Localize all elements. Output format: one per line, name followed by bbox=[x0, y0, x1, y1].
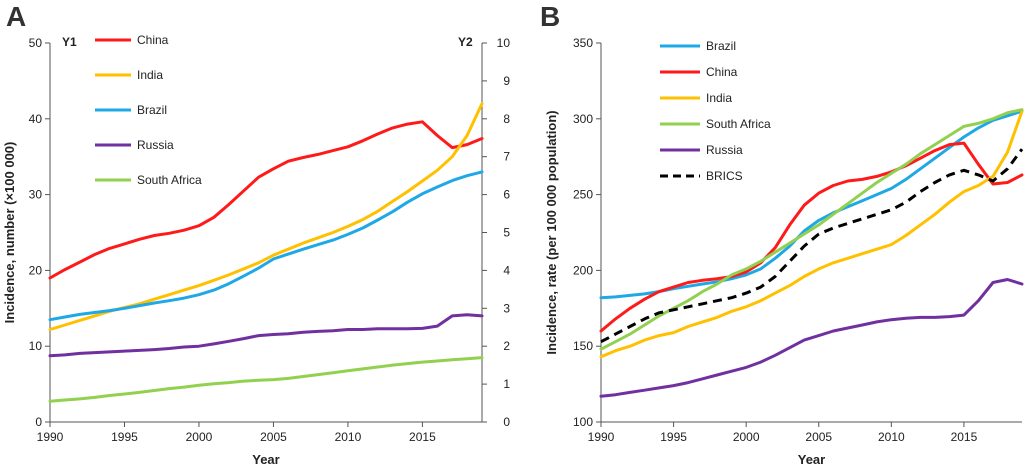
panel-b-series-india-line bbox=[599, 109, 1024, 359]
panel-b-legend-label: Russia bbox=[706, 143, 743, 157]
panel-a-y-tick-label: 10 bbox=[29, 339, 43, 353]
panel-a-series-china-line bbox=[48, 120, 484, 280]
panel-a-y2-tick-label: 8 bbox=[503, 112, 510, 126]
panel-a-x-tick-label: 2015 bbox=[409, 430, 436, 444]
panel-a-y2-tick-label: 2 bbox=[503, 339, 510, 353]
panel-b-legend-label: Brazil bbox=[706, 39, 736, 53]
panel-a-letter: A bbox=[6, 1, 26, 32]
panel-b-series-brazil-line bbox=[599, 109, 1024, 300]
panel-a-y-tick-label: 20 bbox=[29, 263, 43, 277]
panel-b-x-tick-label: 1990 bbox=[588, 430, 615, 444]
panel-a-x-tick-label: 1990 bbox=[37, 430, 64, 444]
panel-b-series-russia-line bbox=[599, 278, 1024, 398]
panel-a-y-tick-label: 40 bbox=[29, 112, 43, 126]
panel-b-series-south-africa-line bbox=[599, 108, 1024, 351]
panel-a-series-russia-line bbox=[48, 313, 484, 358]
panel-b-letter: B bbox=[540, 1, 560, 32]
panel-a-x-tick-label: 1995 bbox=[111, 430, 138, 444]
panel-a-y2-tick-label: 5 bbox=[503, 226, 510, 240]
panel-a-y2-tick-label: 1 bbox=[503, 377, 510, 391]
panel-a-y2-tick-label: 9 bbox=[503, 74, 510, 88]
panel-a-y-axis-title: Incidence, number (×100 000) bbox=[2, 142, 17, 324]
panel-a-y-tick-label: 50 bbox=[29, 36, 43, 50]
panel-b-x-tick-label: 2005 bbox=[805, 430, 832, 444]
panel-a-y2-tick-label: 6 bbox=[503, 188, 510, 202]
panel-b-legend-label: China bbox=[706, 65, 738, 79]
panel-a-x-tick-label: 2005 bbox=[260, 430, 287, 444]
panel-a-series-brazil-line bbox=[48, 170, 484, 322]
panel-a-x-axis-title: Year bbox=[252, 452, 279, 467]
panel-b-y-tick-label: 300 bbox=[573, 112, 593, 126]
panel-b-y-tick-label: 200 bbox=[573, 263, 593, 277]
panel-a-x-tick-label: 2010 bbox=[335, 430, 362, 444]
panel-a-x-tick-label: 2000 bbox=[186, 430, 213, 444]
panel-a-y2-tick-label: 7 bbox=[503, 150, 510, 164]
panel-a-y-tick-label: 30 bbox=[29, 188, 43, 202]
panel-b-y-axis-title: Incidence, rate (per 100 000 population) bbox=[544, 110, 559, 354]
panel-b-legend-label: India bbox=[706, 91, 732, 105]
panel-a-y1-tag: Y1 bbox=[62, 35, 77, 49]
panel-b-series-china-line bbox=[599, 141, 1024, 333]
panel-a-legend-label: South Africa bbox=[137, 173, 202, 187]
panel-b-y-tick-label: 250 bbox=[573, 188, 593, 202]
panel-a-y2-tick-label: 10 bbox=[497, 36, 511, 50]
panel-a-legend-label: China bbox=[137, 33, 169, 47]
panel-b-x-axis-title: Year bbox=[798, 452, 825, 467]
panel-b-x-tick-label: 2015 bbox=[951, 430, 978, 444]
panel-a-series-south-africa-line bbox=[48, 356, 484, 403]
panel-a-legend-label: India bbox=[137, 68, 163, 82]
panel-b-x-tick-label: 1995 bbox=[660, 430, 687, 444]
panel-b-y-tick-label: 350 bbox=[573, 36, 593, 50]
panel-a-series-india-line bbox=[48, 102, 484, 331]
panel-b-legend-label: South Africa bbox=[706, 117, 771, 131]
panel-b-legend-label: BRICS bbox=[706, 169, 743, 183]
panel-a-legend-label: Brazil bbox=[137, 103, 167, 117]
panel-a-y2-tick-label: 3 bbox=[503, 301, 510, 315]
panel-b-x-tick-label: 2000 bbox=[733, 430, 760, 444]
panel-a-y2-tick-label: 4 bbox=[503, 263, 510, 277]
panel-a-y2-tick-label: 0 bbox=[503, 415, 510, 429]
panel-a-y-tick-label: 0 bbox=[35, 415, 42, 429]
panel-a-y2-tag: Y2 bbox=[458, 35, 473, 49]
panel-b-x-tick-label: 2010 bbox=[878, 430, 905, 444]
panel-a-legend-label: Russia bbox=[137, 138, 174, 152]
panel-b-series-brics-line bbox=[600, 148, 1024, 344]
panel-b-y-tick-label: 100 bbox=[573, 415, 593, 429]
panel-b-y-tick-label: 150 bbox=[573, 339, 593, 353]
